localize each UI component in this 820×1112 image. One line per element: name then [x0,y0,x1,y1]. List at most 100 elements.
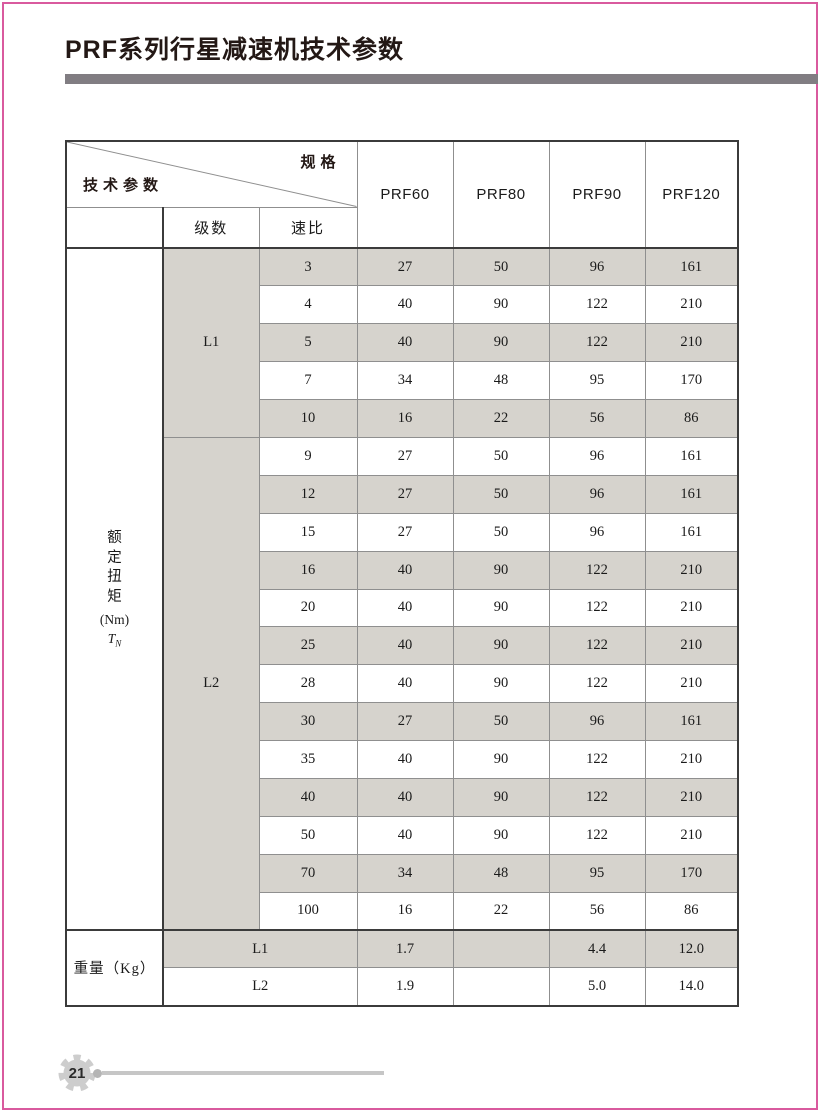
value-cell: 122 [548,664,646,704]
ratio-cell: 28 [258,664,358,704]
ratio-cell: 15 [258,512,358,552]
value-cell: 161 [644,474,739,514]
table-header: 规格 技术参数 PRF60 PRF80 PRF90 PRF120 级数 速比 [65,140,739,249]
value-cell: 40 [356,550,454,590]
torque-label: 额定扭矩 [107,530,122,605]
value-cell: 22 [452,399,550,438]
value-cell: 122 [548,626,646,666]
col-header-prf120: PRF120 [644,140,739,249]
table-row: 4 40 90 122 210 [66,285,739,325]
ratio-cell: 100 [258,891,358,931]
value-cell: 210 [644,588,739,628]
weight-value-cell [452,929,550,969]
ratio-cell: 16 [258,550,358,590]
torque-table-body: 额定扭矩 (Nm) TN L1 3 27 50 96 161 4 40 90 122 210 5 40 9… [65,247,739,1007]
value-cell: 122 [548,550,646,590]
title-underline-bar [65,74,818,84]
table-row: 100 16 22 56 86 [66,891,739,931]
table-row: L2 9 27 50 96 161 [66,436,739,931]
ratio-cell: 3 [258,247,358,287]
value-cell: 122 [548,285,646,325]
weight-value-cell: 1.9 [356,967,454,1007]
col-header-prf60: PRF60 [356,140,454,249]
ratio-cell: 70 [258,853,358,893]
value-cell: 50 [452,474,550,514]
value-cell: 16 [356,891,454,931]
value-cell: 90 [452,588,550,628]
weight-stage-cell: L2 [162,967,358,1007]
value-cell: 96 [548,702,646,742]
gear-icon [58,1054,96,1092]
table-row: 16 40 90 122 210 [66,550,739,590]
table-row: 5 40 90 122 210 [66,323,739,363]
value-cell: 210 [644,626,739,666]
weight-value-cell: 1.7 [356,929,454,969]
value-cell: 48 [452,853,550,893]
torque-label-cell: 额定扭矩 (Nm) TN [65,247,164,931]
value-cell: 170 [644,361,739,401]
value-cell: 96 [548,247,646,287]
ratio-cell: 50 [258,815,358,855]
weight-row: 重量（Kg） L1 1.7 4.4 12.0 [65,929,739,1007]
corner-label-spec: 规格 [300,154,341,171]
sub-header-stage: 级数 [162,206,260,249]
value-cell: 50 [452,436,550,476]
value-cell: 90 [452,626,550,666]
value-cell: 40 [356,323,454,363]
value-cell: 86 [644,891,739,931]
value-cell: 96 [548,436,646,476]
table-row: 70 34 48 95 170 [66,853,739,893]
footer-rule-line [102,1071,384,1075]
value-cell: 210 [644,740,739,779]
diagonal-line [67,142,357,207]
value-cell: 90 [452,664,550,704]
ratio-cell: 9 [258,436,358,476]
value-cell: 16 [356,399,454,438]
ratio-cell: 4 [258,285,358,325]
value-cell: 27 [356,702,454,742]
footer-line-dot [93,1069,102,1078]
value-cell: 210 [644,664,739,704]
stage-cell: L1 [162,247,260,438]
page-title: PRF系列行星减速机技术参数 [65,36,405,64]
value-cell: 50 [452,702,550,742]
value-cell: 40 [356,664,454,704]
table-row: 40 40 90 122 210 [66,777,739,817]
table-row: 28 40 90 122 210 [66,664,739,704]
table-row: 35 40 90 122 210 [66,740,739,779]
page-number: 21 [68,1064,86,1082]
ratio-cell: 40 [258,777,358,817]
ratio-cell: 35 [258,740,358,779]
value-cell: 90 [452,285,550,325]
value-cell: 48 [452,361,550,401]
torque-symbol: TN [107,631,122,649]
table-row: 12 27 50 96 161 [66,474,739,514]
value-cell: 122 [548,777,646,817]
value-cell: 50 [452,247,550,287]
value-cell: 210 [644,815,739,855]
value-cell: 161 [644,436,739,476]
value-cell: 210 [644,777,739,817]
ratio-cell: 5 [258,323,358,363]
value-cell: 34 [356,361,454,401]
value-cell: 27 [356,436,454,476]
table-row: 25 40 90 122 210 [66,626,739,666]
value-cell: 95 [548,853,646,893]
weight-stage-cell: L1 [162,929,358,969]
value-cell: 40 [356,588,454,628]
value-cell: 40 [356,815,454,855]
value-cell: 90 [452,550,550,590]
diagonal-header-cell: 规格 技术参数 [65,140,358,208]
table-row: 额定扭矩 (Nm) TN L1 3 27 50 96 161 [65,247,739,931]
value-cell: 40 [356,740,454,779]
value-cell: 22 [452,891,550,931]
table-row: 30 27 50 96 161 [66,702,739,742]
torque-unit: (Nm) [99,612,130,628]
ratio-cell: 30 [258,702,358,742]
value-cell: 161 [644,512,739,552]
value-cell: 170 [644,853,739,893]
spec-table: 规格 技术参数 PRF60 PRF80 PRF90 PRF120 级数 速比 额… [65,140,739,1007]
weight-value-cell: 4.4 [548,929,646,969]
table-row: 15 27 50 96 161 [66,512,739,552]
value-cell: 40 [356,626,454,666]
